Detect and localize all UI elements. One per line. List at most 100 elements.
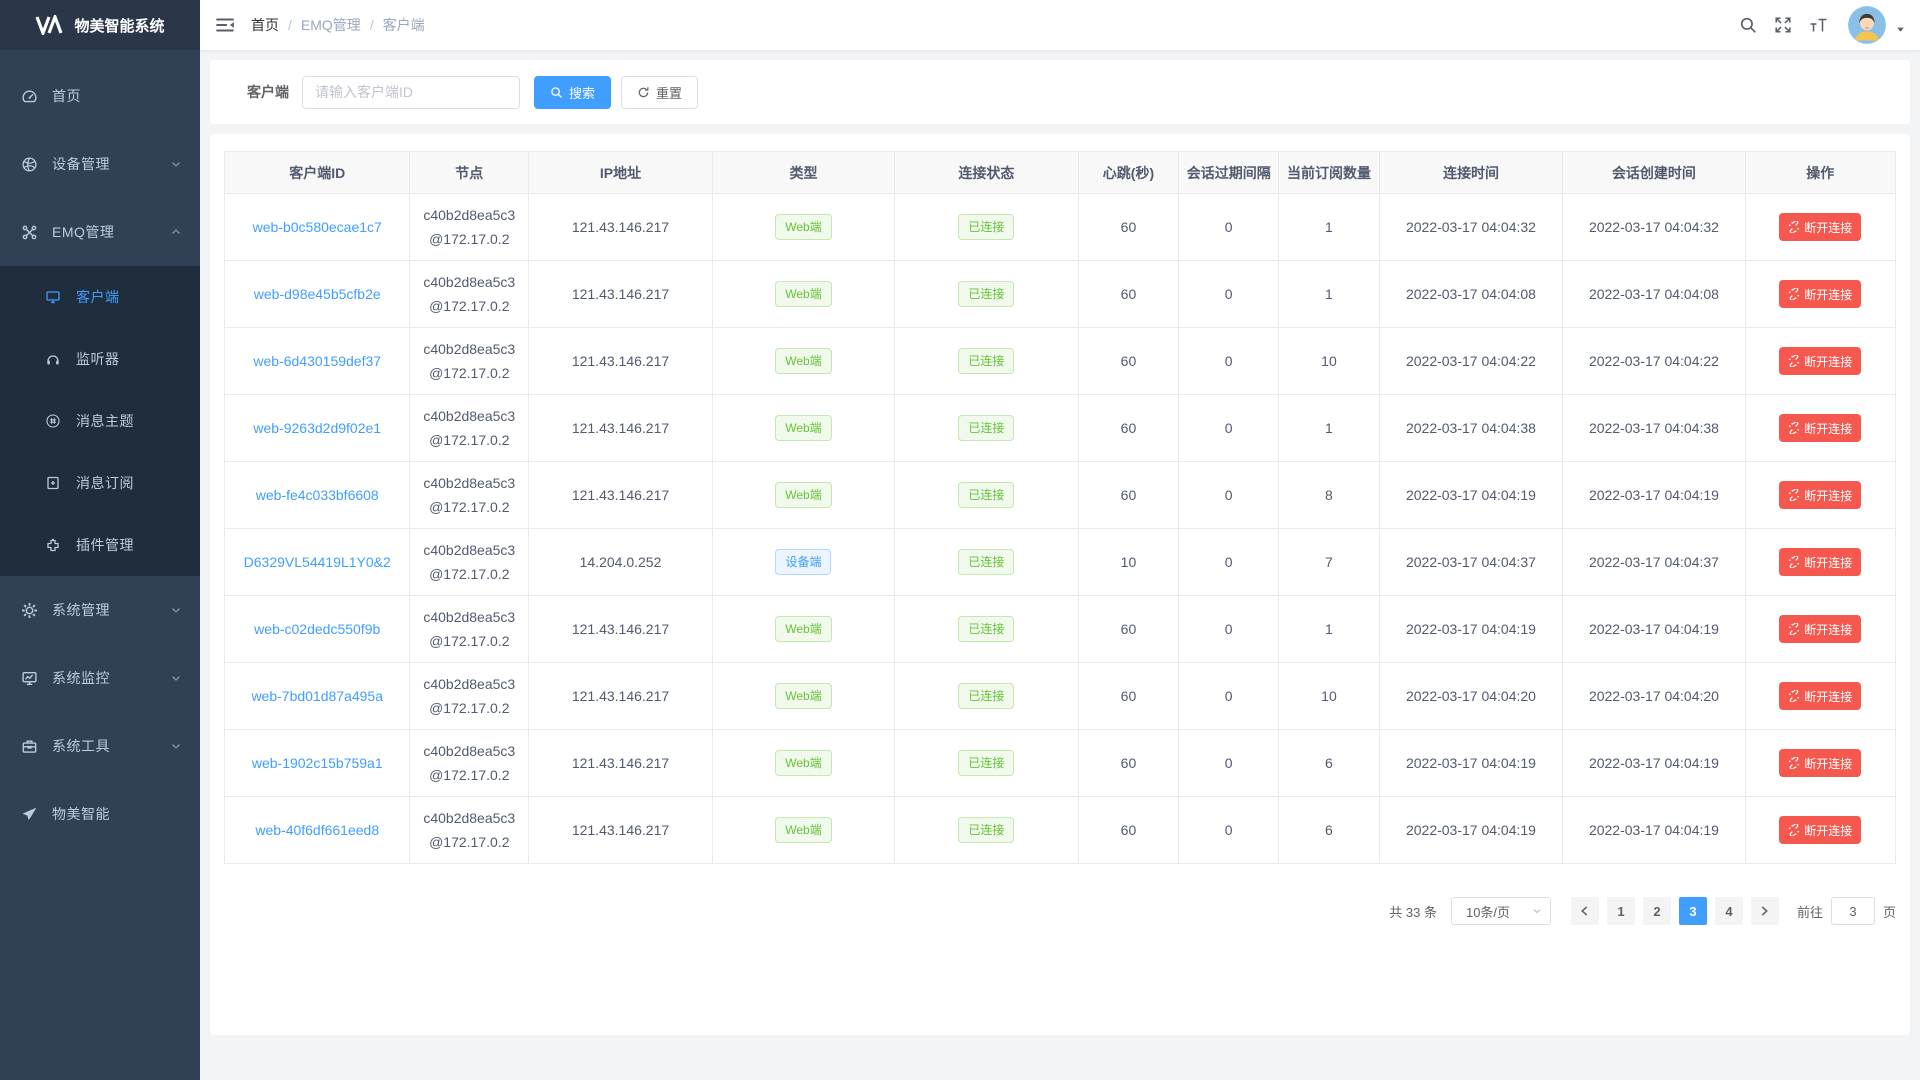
table-header-cell: 操作 xyxy=(1744,151,1896,194)
client-id-search-input[interactable] xyxy=(302,75,520,109)
disconnect-button[interactable]: 断开连接 xyxy=(1779,682,1862,710)
session-expiry-cell: 0 xyxy=(1178,528,1280,596)
connected-time-cell: 2022-03-17 04:04:37 xyxy=(1378,528,1564,596)
client-id-link[interactable]: web-c02dedc550f9b xyxy=(254,621,381,637)
status-badge: 已连接 xyxy=(958,415,1015,441)
client-id-link[interactable]: web-6d430159def37 xyxy=(253,353,382,369)
breadcrumb-item[interactable]: 首页 xyxy=(251,17,279,33)
session-created-time-cell: 2022-03-17 04:04:08 xyxy=(1562,260,1746,328)
disconnect-button[interactable]: 断开连接 xyxy=(1779,615,1862,643)
node-name: c40b2d8ea5c3 xyxy=(423,274,516,290)
connected-time-cell: 2022-03-17 04:04:19 xyxy=(1378,595,1564,663)
sidebar-item-emq[interactable]: EMQ管理 xyxy=(0,198,200,266)
fullscreen-icon[interactable] xyxy=(1774,16,1792,34)
sidebar-item-plugin[interactable]: 插件管理 xyxy=(0,514,200,576)
disconnect-button[interactable]: 断开连接 xyxy=(1779,213,1862,241)
page-button-4[interactable]: 4 xyxy=(1714,897,1743,925)
sidebar-item-monitor[interactable]: 系统监控 xyxy=(0,644,200,712)
reset-button[interactable]: 重置 xyxy=(621,75,699,109)
prev-page-button[interactable] xyxy=(1570,897,1599,925)
type-badge: 设备端 xyxy=(775,549,832,575)
device-icon xyxy=(20,155,38,173)
session-created-time-cell: 2022-03-17 04:04:19 xyxy=(1562,796,1746,864)
connected-time-cell: 2022-03-17 04:04:19 xyxy=(1378,796,1564,864)
page-button-1[interactable]: 1 xyxy=(1606,897,1635,925)
client-id-link[interactable]: web-b0c580ecae1c7 xyxy=(252,219,382,235)
client-id-link[interactable]: web-d98e45b5cfb2e xyxy=(253,286,381,302)
client-id-link[interactable]: web-40f6df661eed8 xyxy=(255,822,380,838)
session-created-time-cell: 2022-03-17 04:04:20 xyxy=(1562,662,1746,730)
breadcrumb-separator: / xyxy=(369,17,374,33)
status-badge: 已连接 xyxy=(958,750,1015,776)
heartbeat-cell: 60 xyxy=(1077,193,1180,261)
pagination-total: 共 33 条 xyxy=(1389,904,1437,920)
node-name: c40b2d8ea5c3 xyxy=(423,207,516,223)
table-header-cell: 心跳(秒) xyxy=(1077,151,1180,194)
node-name: c40b2d8ea5c3 xyxy=(423,542,516,558)
page-button-2[interactable]: 2 xyxy=(1642,897,1671,925)
avatar[interactable] xyxy=(1848,6,1886,44)
client-id-link[interactable]: D6329VL54419L1Y0&2 xyxy=(243,554,391,570)
disconnect-button[interactable]: 断开连接 xyxy=(1779,347,1862,375)
connected-time-cell: 2022-03-17 04:04:38 xyxy=(1378,394,1564,462)
sidebar-item-home[interactable]: 首页 xyxy=(0,62,200,130)
disconnect-button-label: 断开连接 xyxy=(1804,823,1853,838)
disconnect-button-label: 断开连接 xyxy=(1804,421,1853,436)
heartbeat-cell: 60 xyxy=(1077,595,1180,663)
disconnect-button[interactable]: 断开连接 xyxy=(1779,481,1862,509)
client-id-link[interactable]: web-fe4c033bf6608 xyxy=(255,487,379,503)
sidebar-item-label: 插件管理 xyxy=(76,537,134,553)
client-id-link[interactable]: web-7bd01d87a495a xyxy=(251,688,384,704)
breadcrumb: 首页 / EMQ管理 / 客户端 xyxy=(251,15,425,35)
sidebar-item-listener[interactable]: 监听器 xyxy=(0,328,200,390)
client-id-link[interactable]: web-1902c15b759a1 xyxy=(251,755,383,771)
subscriptions-cell: 10 xyxy=(1278,327,1380,395)
logo[interactable]: 物美智能系统 xyxy=(0,0,200,50)
sidebar-item-client[interactable]: 客户端 xyxy=(0,266,200,328)
reset-button-label: 重置 xyxy=(656,85,683,101)
sidebar-item-topic[interactable]: 消息主题 xyxy=(0,390,200,452)
page-button-3[interactable]: 3 xyxy=(1678,897,1707,925)
status-badge: 已连接 xyxy=(958,348,1015,374)
sidebar-item-subscribe[interactable]: 消息订阅 xyxy=(0,452,200,514)
logo-text: 物美智能系统 xyxy=(74,17,165,35)
search-button[interactable]: 搜索 xyxy=(534,75,612,109)
chevron-down-icon xyxy=(170,672,182,684)
sidebar-item-tools[interactable]: 系统工具 xyxy=(0,712,200,780)
type-badge: Web端 xyxy=(775,750,832,776)
ip-address-cell: 121.43.146.217 xyxy=(528,461,713,529)
sidebar-item-system[interactable]: 系统管理 xyxy=(0,576,200,644)
sidebar-item-device[interactable]: 设备管理 xyxy=(0,130,200,198)
sidebar-toggle-button[interactable] xyxy=(215,16,235,34)
sidebar: 物美智能系统 首页 设备管理 EMQ管理 客户端 监听器 消息主题 消息订阅插件管理系统管理… xyxy=(0,0,200,1080)
status-badge: 已连接 xyxy=(958,281,1015,307)
main-content: 客户端 搜索 重置 客户端ID节点IP地址类型连接状态心跳(秒)会话过期间隔当前… xyxy=(200,50,1920,1080)
caret-down-icon[interactable] xyxy=(1895,24,1906,35)
session-created-time-cell: 2022-03-17 04:04:19 xyxy=(1562,595,1746,663)
sidebar-item-wumei[interactable]: 物美智能 xyxy=(0,780,200,848)
clients-table-card: 客户端ID 节点 IP地址 类型 连接状态 心跳(秒) 会话过期间隔 当前订阅数量 连接时间 会话… xyxy=(210,134,1910,1035)
node-address: @172.17.0.2 xyxy=(429,432,510,448)
ip-address-cell: 14.204.0.252 xyxy=(528,528,713,596)
page-size-select[interactable]: 10条/页 xyxy=(1450,897,1551,925)
disconnect-button[interactable]: 断开连接 xyxy=(1779,280,1862,308)
goto-page-input[interactable] xyxy=(1830,897,1875,925)
type-badge: Web端 xyxy=(775,817,832,843)
session-expiry-cell: 0 xyxy=(1178,327,1280,395)
type-badge: Web端 xyxy=(775,348,832,374)
disconnect-button-label: 断开连接 xyxy=(1804,488,1853,503)
disconnect-button[interactable]: 断开连接 xyxy=(1779,548,1862,576)
disconnect-button[interactable]: 断开连接 xyxy=(1779,749,1862,777)
search-icon[interactable] xyxy=(1739,16,1757,34)
table-row: web-b0c580ecae1c7 c40b2d8ea5c3 @172.17.0… xyxy=(223,193,1896,261)
unlink-icon xyxy=(1788,623,1800,635)
client-id-link[interactable]: web-9263d2d9f02e1 xyxy=(253,420,382,436)
node-address: @172.17.0.2 xyxy=(429,365,510,381)
heartbeat-cell: 60 xyxy=(1077,729,1180,797)
node-address: @172.17.0.2 xyxy=(429,700,510,716)
next-page-button[interactable] xyxy=(1750,897,1779,925)
disconnect-button[interactable]: 断开连接 xyxy=(1779,816,1862,844)
font-size-icon[interactable] xyxy=(1809,18,1828,33)
session-expiry-cell: 0 xyxy=(1178,461,1280,529)
disconnect-button[interactable]: 断开连接 xyxy=(1779,414,1862,442)
